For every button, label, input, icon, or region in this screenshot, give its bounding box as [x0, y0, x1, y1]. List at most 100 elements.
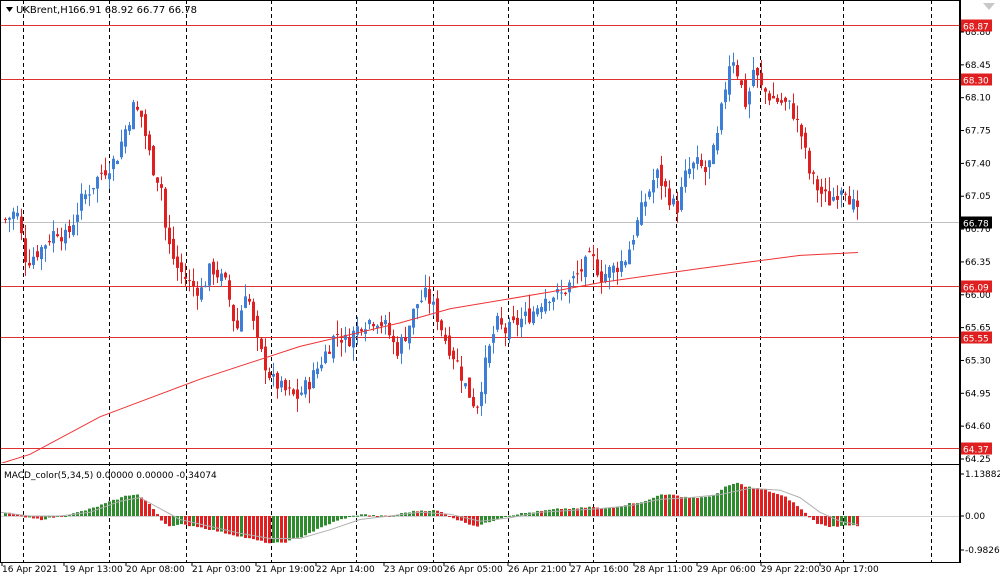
macd-bar [492, 516, 495, 522]
candle-body [440, 320, 443, 331]
candle-body [80, 193, 83, 211]
candle-body [736, 65, 739, 77]
macd-bar [632, 503, 635, 516]
candle-body [484, 357, 487, 395]
candle-body [48, 241, 51, 243]
macd-bar [292, 516, 295, 539]
candle-body [672, 198, 675, 205]
macd-bar [708, 496, 711, 516]
macd-bar [284, 516, 287, 543]
candle-body [464, 383, 467, 387]
macd-bar [36, 516, 39, 519]
candle-body [224, 272, 227, 278]
candle-body [332, 335, 335, 359]
candle-body [76, 214, 79, 222]
macd-bar [484, 516, 487, 523]
y-tick-label: 67.05 [965, 192, 991, 202]
candle-body [732, 62, 735, 66]
candle-body [384, 320, 387, 325]
macd-bar [156, 514, 159, 516]
macd-bar [704, 496, 707, 516]
macd-bar [848, 516, 851, 526]
candle-body [688, 168, 691, 175]
candle-body [276, 373, 279, 389]
level-tag [961, 280, 992, 293]
candle-body [592, 254, 595, 257]
macd-bar [828, 516, 831, 528]
candle-body [692, 162, 695, 169]
scroll-down-icon[interactable] [983, 3, 995, 10]
macd-bar [16, 514, 19, 516]
macd-bar [420, 510, 423, 516]
moving-average-line [0, 252, 859, 463]
macd-bar [496, 516, 499, 520]
candle-body [252, 301, 255, 321]
macd-bar [832, 516, 835, 527]
candle-body [424, 287, 427, 298]
candle-body [844, 193, 847, 195]
candle-body [60, 237, 63, 242]
macd-bar [656, 495, 659, 516]
candle-body [704, 167, 707, 173]
candle-body [336, 333, 339, 335]
macd-bar [572, 507, 575, 516]
candle-body [296, 389, 299, 399]
candle-body [120, 141, 123, 158]
candle-body [728, 66, 731, 95]
candle-body [792, 103, 795, 119]
macd-bar [428, 510, 431, 516]
candle-body [796, 118, 799, 120]
macd-bar [560, 508, 563, 516]
candle-body [368, 319, 371, 325]
macd-bar [8, 512, 11, 516]
macd-bar [728, 485, 731, 516]
candle-body [576, 273, 579, 275]
x-tick-label: 27 Apr 16:00 [570, 565, 629, 575]
macd-bar [364, 514, 367, 516]
macd-tick-label: 0.00 [965, 512, 985, 522]
dropdown-triangle-icon[interactable] [6, 7, 13, 12]
macd-bar [852, 516, 855, 526]
macd-bar [244, 516, 247, 538]
candle-body [648, 191, 651, 197]
candle-body [568, 282, 571, 293]
y-tick-label: 68.45 [965, 61, 991, 71]
candle-body [668, 188, 671, 206]
macd-bar [464, 516, 467, 523]
candle-body [380, 322, 383, 327]
macd-bar [52, 516, 55, 518]
candle-body [220, 273, 223, 282]
candle-body [504, 327, 507, 334]
macd-bar [740, 484, 743, 516]
candle-body [68, 226, 71, 232]
chart-frame [0, 0, 960, 563]
y-tick-label: 66.70 [965, 225, 991, 235]
macd-bar [820, 516, 823, 525]
macd-bar [276, 516, 279, 543]
macd-bar [232, 516, 235, 536]
macd-bar [252, 516, 255, 540]
macd-bar [668, 494, 671, 516]
candle-body [696, 157, 699, 164]
candle-body [396, 342, 399, 356]
candle-body [552, 297, 555, 302]
macd-bar [104, 503, 107, 516]
candle-body [328, 351, 331, 354]
macd-bar [488, 516, 491, 523]
candle-body [828, 191, 831, 206]
candle-body [300, 392, 303, 395]
macd-bar [604, 508, 607, 516]
time-axis: 16 Apr 2021 19 Apr 13:00 20 Apr 08:00 21 Ap… [1, 563, 879, 575]
macd-bar [616, 507, 619, 516]
candle-body [256, 315, 259, 338]
y-tick-label: 65.65 [965, 324, 991, 334]
candle-body [848, 195, 851, 205]
candle-body [624, 261, 627, 266]
candle-body [724, 89, 727, 103]
macd-bar [652, 497, 655, 516]
symbol-label[interactable]: UKBrent,H1 [16, 5, 74, 16]
macd-bar [800, 509, 803, 516]
macd-tick-label: -0.9826 [965, 546, 1000, 556]
candle-body [56, 234, 59, 237]
